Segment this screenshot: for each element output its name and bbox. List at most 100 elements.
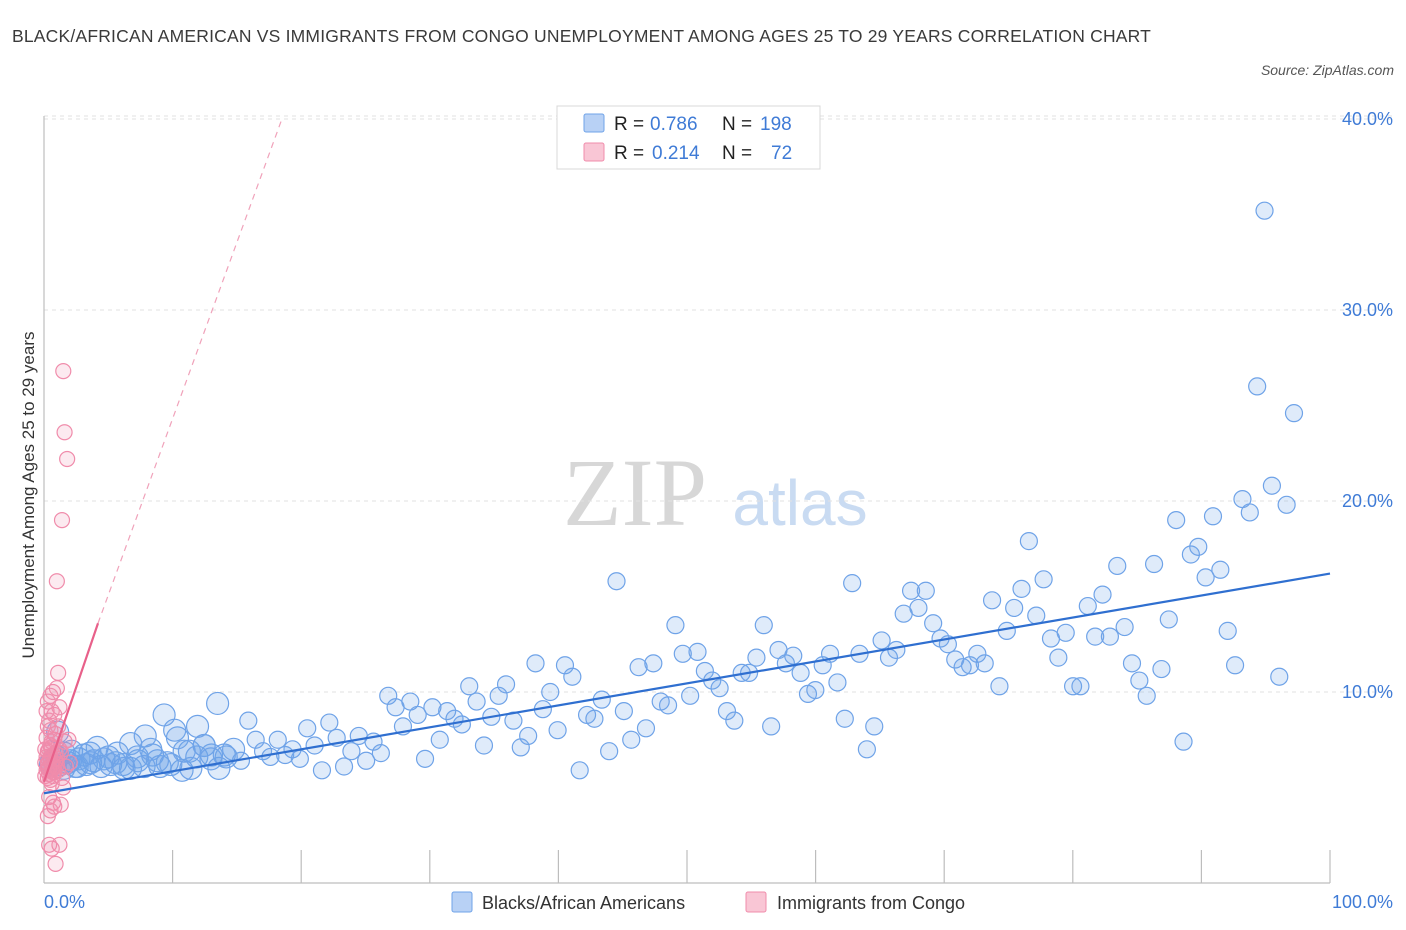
blacks-point xyxy=(717,701,737,721)
blacks-point xyxy=(1108,556,1127,576)
blacks-point xyxy=(290,749,309,768)
stats-swatch-pink xyxy=(583,142,605,162)
congo-point xyxy=(60,731,77,748)
congo-point xyxy=(61,754,78,771)
blacks-point xyxy=(460,677,479,696)
blacks-point xyxy=(710,679,729,698)
blacks-point xyxy=(1174,732,1193,751)
blacks-point xyxy=(644,654,663,673)
congo-point xyxy=(50,664,67,682)
blacks-point xyxy=(1262,476,1282,495)
blacks-point xyxy=(1277,495,1296,514)
blacks-point xyxy=(901,581,921,600)
blacks-point xyxy=(145,749,170,773)
blacks-point xyxy=(268,730,287,749)
blacks-point xyxy=(887,640,906,660)
x-tick-label-max: 100.0% xyxy=(1332,892,1393,912)
chart-title: BLACK/AFRICAN AMERICAN VS IMMIGRANTS FRO… xyxy=(12,26,1152,46)
blacks-point xyxy=(968,644,987,663)
congo-point xyxy=(43,840,60,857)
blacks-point xyxy=(658,696,678,715)
legend-label-congo: Immigrants from Congo xyxy=(777,893,965,913)
blacks-point xyxy=(872,631,891,650)
blacks-point xyxy=(474,736,494,755)
congo-point xyxy=(55,363,72,380)
blacks-point xyxy=(192,733,216,758)
blacks-point xyxy=(496,675,516,694)
congo-point xyxy=(37,741,54,758)
blacks-point xyxy=(614,701,633,721)
stats-r-label-1: R = xyxy=(614,114,644,135)
blacks-point xyxy=(563,667,582,686)
blacks-point xyxy=(132,754,156,779)
blacks-point xyxy=(526,654,545,673)
blacks-point xyxy=(1284,404,1304,423)
blacks-point xyxy=(673,644,692,663)
blacks-point xyxy=(806,680,825,700)
blacks-point xyxy=(857,740,876,759)
blacks-point xyxy=(1093,585,1112,604)
blacks-point xyxy=(105,741,129,765)
blacks-point xyxy=(312,761,332,780)
blacks-point xyxy=(430,730,449,749)
stats-r-value-2: 0.214 xyxy=(652,143,700,164)
blacks-point xyxy=(152,703,176,727)
blacks-point xyxy=(72,743,96,767)
blacks-point xyxy=(1012,579,1031,598)
y-tick-label-10: 10.0% xyxy=(1342,682,1393,702)
blacks-point xyxy=(585,709,604,728)
blacks-point xyxy=(835,709,854,728)
blacks-point xyxy=(371,744,390,763)
stats-n-label-1: N = xyxy=(722,114,752,135)
blacks-point xyxy=(754,616,773,635)
blacks-point xyxy=(1159,610,1178,629)
x-tick-label-min: 0.0% xyxy=(44,892,85,912)
blacks-point xyxy=(1167,510,1186,530)
y-tick-labels: 10.0% 20.0% 30.0% 40.0% xyxy=(1342,109,1393,702)
blacks-point xyxy=(298,719,317,738)
blacks-point xyxy=(334,757,354,776)
congo-point xyxy=(47,855,64,873)
blacks-point xyxy=(600,742,619,761)
blacks-point xyxy=(1218,621,1237,640)
blacks-point xyxy=(165,726,190,750)
congo-point xyxy=(48,573,65,590)
blacks-point xyxy=(843,574,862,593)
blacks-point xyxy=(1211,560,1230,579)
blacks-point xyxy=(1248,377,1267,396)
x-ticks xyxy=(172,850,1331,883)
blacks-point xyxy=(784,646,803,665)
blacks-point xyxy=(1203,507,1223,526)
blacks-point xyxy=(1115,617,1134,637)
stats-r-label-2: R = xyxy=(614,143,644,164)
blacks-point xyxy=(629,658,648,677)
blacks-point xyxy=(1189,537,1208,556)
congo-point xyxy=(48,680,65,697)
congo-point xyxy=(56,424,73,441)
blacks-point xyxy=(1196,568,1215,587)
blacks-point xyxy=(1270,667,1289,686)
trend-line-congo-extension xyxy=(97,118,283,624)
watermark-atlas: atlas xyxy=(732,467,867,539)
blacks-point xyxy=(747,648,766,667)
trend-line-congo xyxy=(42,622,100,783)
blacks-point xyxy=(688,642,707,661)
blacks-point xyxy=(357,751,376,770)
blacks-point xyxy=(155,751,179,775)
blacks-point xyxy=(1100,627,1119,646)
y-axis-label: Unemployment Among Ages 25 to 29 years xyxy=(19,332,38,659)
blacks-point xyxy=(953,658,972,677)
blacks-point xyxy=(982,591,1002,610)
blacks-point xyxy=(1063,677,1083,696)
blacks-point xyxy=(1137,686,1156,705)
blacks-point xyxy=(452,715,471,734)
y-tick-label-40: 40.0% xyxy=(1342,109,1393,129)
blacks-point xyxy=(924,614,943,633)
blacks-point xyxy=(99,752,123,777)
blacks-point xyxy=(1034,570,1053,589)
blacks-point xyxy=(1078,596,1097,616)
trend-lines xyxy=(42,118,1331,795)
blacks-point xyxy=(1225,656,1245,675)
blacks-point xyxy=(423,698,442,717)
